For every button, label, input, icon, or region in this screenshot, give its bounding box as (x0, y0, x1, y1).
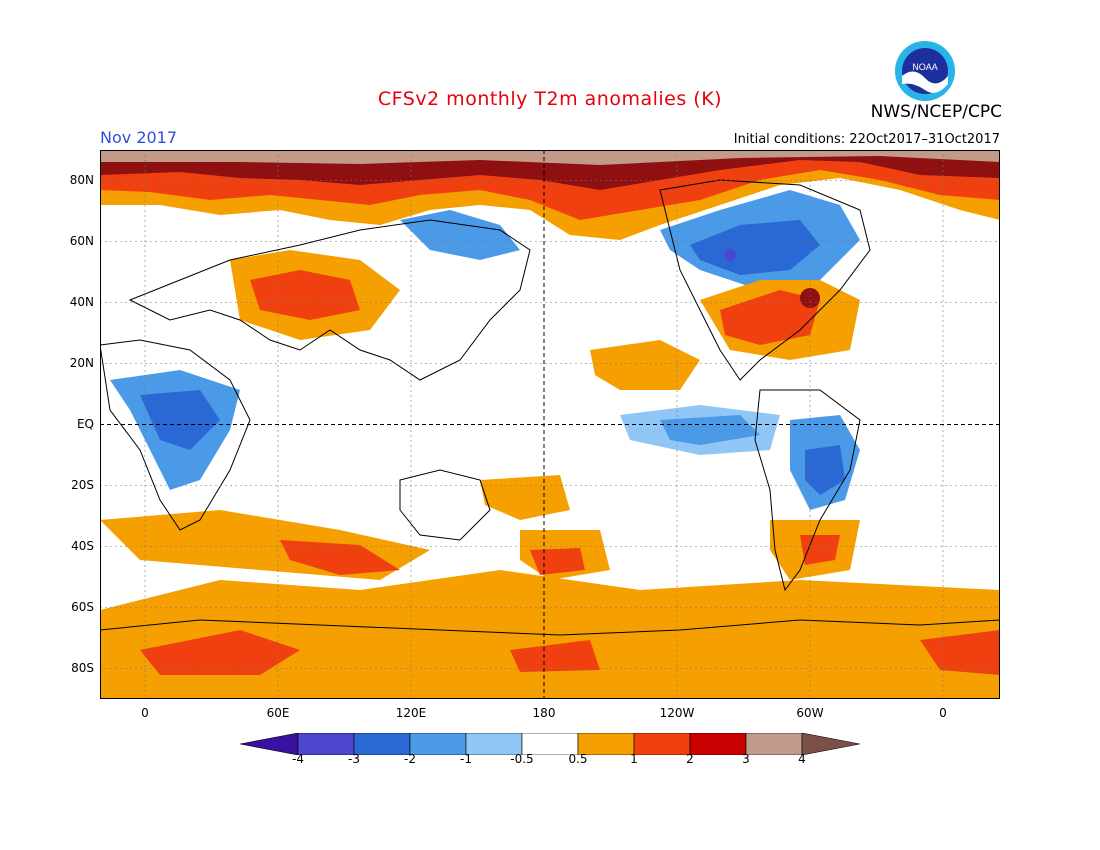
chart-title: CFSv2 monthly T2m anomalies (K) (377, 88, 723, 110)
noaa-logo: NOAA (895, 41, 955, 101)
lat-label-60s: 60S (71, 600, 94, 614)
arctic-max-anomaly (100, 150, 1000, 165)
colorbar-arrow-max (801, 733, 860, 755)
colorbar (240, 733, 860, 755)
lon-label-180: 180 (532, 706, 556, 720)
colorbar-label: 2 (686, 752, 694, 766)
colorbar-label: -0.5 (510, 752, 534, 766)
colorbar-label: -3 (348, 752, 360, 766)
lon-label-120w: 120W (659, 706, 695, 720)
lon-label-0-left: 0 (141, 706, 149, 720)
colorbar-label: 1 (630, 752, 638, 766)
lat-label-80s: 80S (71, 661, 94, 675)
lon-label-60w: 60W (796, 706, 824, 720)
coastline-eurasia (128, 219, 531, 381)
lat-label-20s: 20S (71, 478, 94, 492)
forecast-month: Nov 2017 (100, 128, 178, 147)
colorbar-label: -1 (460, 752, 472, 766)
lat-label-40n: 40N (69, 295, 94, 309)
lon-label-0-right: 0 (939, 706, 947, 720)
colorbar-label: -4 (292, 752, 304, 766)
colorbar-label: 0.5 (568, 752, 588, 766)
lat-label-40s: 40S (71, 539, 94, 553)
lon-label-120e: 120E (395, 706, 427, 720)
coastline-south-america (754, 389, 861, 592)
colorbar-label: 3 (742, 752, 750, 766)
coastline-north-america (659, 179, 871, 381)
lat-label-80n: 80N (69, 173, 94, 187)
lat-label-60n: 60N (69, 234, 94, 248)
agency-label: NWS/NCEP/CPC (870, 102, 1002, 122)
siberia-cold-anomaly (400, 210, 520, 260)
lat-label-eq: EQ (76, 417, 94, 431)
svg-text:NOAA: NOAA (912, 62, 938, 72)
colorbar-label: 4 (798, 752, 806, 766)
lat-label-20n: 20N (69, 356, 94, 370)
anomaly-map (100, 150, 1000, 699)
colorbar-label: -2 (404, 752, 416, 766)
coastline-africa (100, 339, 251, 531)
initial-conditions: Initial conditions: 22Oct2017–31Oct2017 (733, 132, 1000, 147)
coastline-antarctica (100, 619, 1000, 636)
coastline-australia (399, 469, 491, 541)
lon-label-60e: 60E (266, 706, 290, 720)
